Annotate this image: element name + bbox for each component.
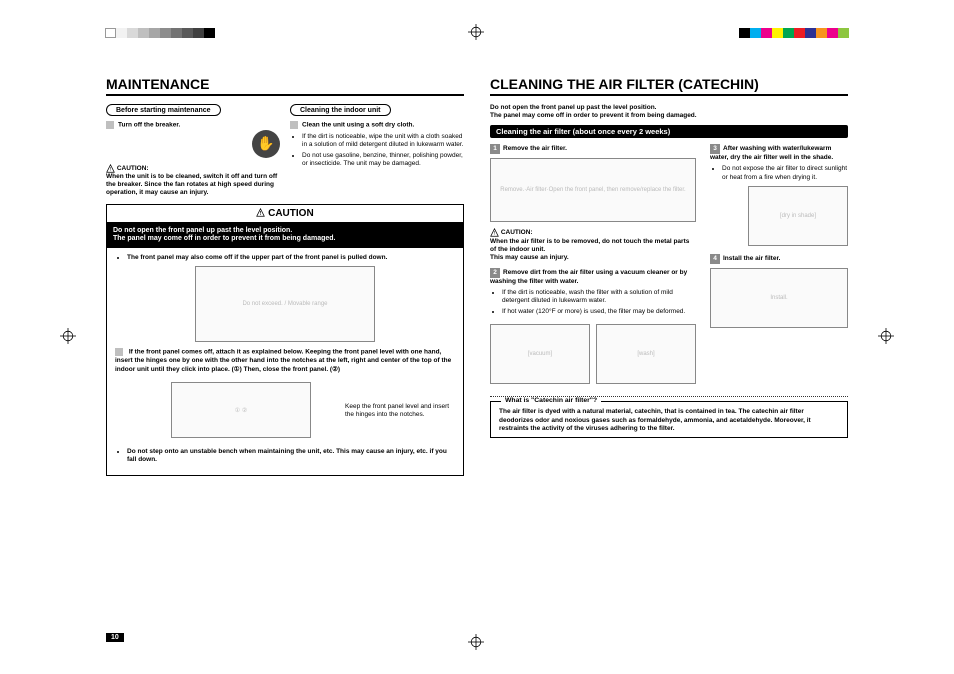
maintenance-title: MAINTENANCE xyxy=(106,76,464,96)
band-line-1: Do not open the front panel up past the … xyxy=(113,227,457,236)
clean-bullet-1: If the dirt is noticeable, wipe the unit… xyxy=(302,133,464,149)
reg-mark-right-icon xyxy=(878,328,894,344)
figure-hinge: ① ② xyxy=(171,382,311,438)
before-block: Before starting maintenance Turn off the… xyxy=(106,104,280,198)
s4-head: Install the air filter. xyxy=(723,255,780,262)
registration-strip-gray xyxy=(105,28,215,38)
warning-triangle-icon: ! xyxy=(256,208,265,217)
lbl-air: Air filter xyxy=(526,187,546,193)
cleaning-title: CLEANING THE AIR FILTER (CATECHIN) xyxy=(490,76,848,96)
s1-head: Remove the air filter. xyxy=(503,145,567,152)
s3-head: After washing with water/lukewarm water,… xyxy=(710,145,833,161)
reg-mark-top-icon xyxy=(468,24,484,40)
figure-remove-filter: Remove. · Air filter · Open the front pa… xyxy=(490,158,696,222)
caution-text: When the unit is to be cleaned, switch i… xyxy=(106,173,280,197)
registration-strip-color xyxy=(739,28,849,38)
step-num-4: 4 xyxy=(710,254,720,264)
s3-b1: Do not expose the air filter to direct s… xyxy=(722,165,848,181)
s2-head: Remove dirt from the air filter using a … xyxy=(490,269,687,285)
figure-dry: [dry in shade] xyxy=(748,186,848,246)
figure-panel-range: Do not exceed. / Movable range xyxy=(195,266,375,342)
lbl-remove: Remove. xyxy=(500,187,524,193)
cleaning-pill: Cleaning the indoor unit xyxy=(290,104,391,116)
before-pill: Before starting maintenance xyxy=(106,104,221,116)
reg-mark-left-icon xyxy=(60,328,76,344)
intro-1: Do not open the front panel up past the … xyxy=(490,104,848,112)
catechin-body: The air filter is dyed with a natural ma… xyxy=(499,408,839,432)
right-column: CLEANING THE AIR FILTER (CATECHIN) Do no… xyxy=(490,76,848,596)
steps-right: 3After washing with water/lukewarm water… xyxy=(710,144,848,390)
band-line-2: The panel may come off in order to preve… xyxy=(113,235,457,244)
fig-label-a: Do not exceed. xyxy=(242,301,282,307)
step-num-2: 2 xyxy=(490,268,500,278)
clean-item: Clean the unit using a soft dry cloth. xyxy=(302,122,414,129)
cleaning-unit-block: Cleaning the indoor unit Clean the unit … xyxy=(290,104,464,198)
fig-label-b: Movable range xyxy=(288,301,328,307)
figure-install: Install. xyxy=(710,268,848,328)
cleaning-bar: Cleaning the air filter (about once ever… xyxy=(490,125,848,138)
catechin-box: What is "Catechin air filter"? The air f… xyxy=(490,401,848,437)
bullet-icon xyxy=(115,348,123,356)
s1-caution-text: When the air filter is to be removed, do… xyxy=(490,238,696,262)
caution-label: CAUTION: xyxy=(117,165,149,172)
svg-text:!: ! xyxy=(110,167,111,173)
bench-warning: Do not step onto an unstable bench when … xyxy=(127,448,455,464)
caution-box: ! CAUTION Do not open the front panel up… xyxy=(106,204,464,477)
svg-text:!: ! xyxy=(260,212,262,218)
s2-b2: If hot water (120°F or more) is used, th… xyxy=(502,308,696,316)
caution-box-title: ! CAUTION xyxy=(107,205,463,223)
s1-caution-label: CAUTION: xyxy=(501,229,533,236)
before-item: Turn off the breaker. xyxy=(118,122,180,129)
clean-bullet-2: Do not use gasoline, benzine, thinner, p… xyxy=(302,152,464,168)
warning-triangle-icon: ! xyxy=(490,228,499,237)
svg-text:!: ! xyxy=(494,231,495,237)
caution-band: Do not open the front panel up past the … xyxy=(107,223,463,249)
reattach-head: If the front panel comes off, attach it … xyxy=(129,349,304,356)
warning-triangle-icon: ! xyxy=(106,164,115,173)
power-icon: ✋ xyxy=(252,130,280,158)
figure-vacuum: [vacuum] xyxy=(490,324,590,384)
steps-left: 1Remove the air filter. Remove. · Air fi… xyxy=(490,144,696,390)
page-number: 10 xyxy=(106,633,124,642)
panel-pull-note: The front panel may also come off if the… xyxy=(127,254,455,262)
s2-b1: If the dirt is noticeable, wash the filt… xyxy=(502,289,696,305)
bullet-icon xyxy=(106,121,114,129)
lbl-install: Install. xyxy=(770,295,787,301)
left-column: MAINTENANCE Before starting maintenance … xyxy=(106,76,464,596)
step-num-3: 3 xyxy=(710,144,720,154)
fig2-label: Keep the front panel level and insert th… xyxy=(345,403,455,419)
lbl-open: Open the front panel, then remove/replac… xyxy=(549,187,686,193)
catechin-title: What is "Catechin air filter"? xyxy=(501,397,601,404)
bullet-icon xyxy=(290,121,298,129)
figure-wash: [wash] xyxy=(596,324,696,384)
page-spread: MAINTENANCE Before starting maintenance … xyxy=(106,76,848,596)
step-num-1: 1 xyxy=(490,144,500,154)
caution-word: CAUTION xyxy=(268,208,314,219)
intro-2: The panel may come off in order to preve… xyxy=(490,112,848,120)
reg-mark-bottom-icon xyxy=(468,634,484,650)
